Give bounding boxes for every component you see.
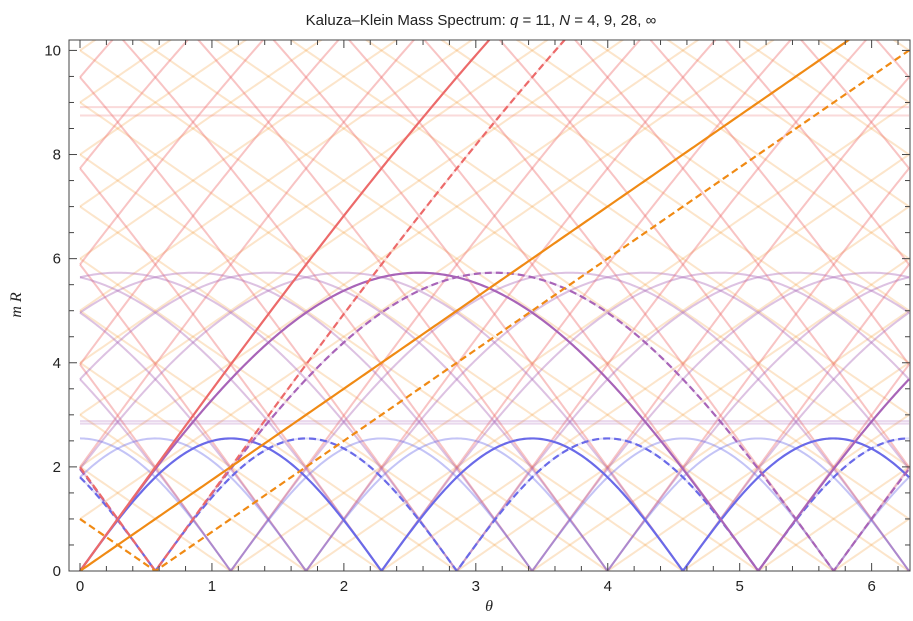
spectrum-line (79, 40, 416, 468)
spectrum-line (79, 153, 910, 571)
spectrum-line (79, 40, 625, 416)
spectrum-line (79, 40, 776, 520)
spectrum-line (79, 257, 910, 571)
spectrum-line (79, 40, 340, 366)
lowest-modes (79, 40, 910, 571)
y-axis-label: m R (8, 292, 25, 318)
spectrum-line (79, 205, 910, 571)
spectrum-line (724, 40, 910, 266)
spectrum-line (272, 40, 910, 571)
spectrum-line (79, 40, 642, 571)
spectrum-line (79, 257, 910, 571)
spectrum-line (79, 271, 910, 571)
x-tick-label: 6 (867, 578, 875, 595)
y-tick-label: 4 (53, 355, 61, 372)
plot-frame (68, 39, 911, 572)
mode-line-n28-dashed (79, 40, 567, 571)
spectrum-line (79, 40, 717, 571)
spectrum-line (197, 40, 910, 571)
spectrum-line (573, 40, 910, 468)
spectrum-line (741, 40, 910, 156)
spectrum-line (590, 40, 910, 260)
x-tick-label: 4 (604, 578, 612, 595)
x-tick-label: 2 (340, 578, 348, 595)
spectrum-line (289, 40, 910, 468)
y-tick-label: 6 (53, 251, 61, 268)
spectrum-line (79, 271, 910, 571)
spectrum-line (79, 101, 910, 571)
spectrum-line (79, 40, 399, 260)
spectrum-line (79, 40, 700, 468)
chart-title: Kaluza–Klein Mass Spectrum: q = 11, N = … (306, 12, 657, 29)
mode-line-ninf-solid (79, 40, 851, 571)
spectrum-line (724, 40, 910, 266)
background-spectrum (79, 40, 910, 571)
spectrum-line (79, 271, 910, 571)
spectrum-line (498, 40, 910, 571)
spectrum-line (649, 40, 910, 366)
y-tick-label: 8 (53, 147, 61, 164)
x-tick-label: 1 (208, 578, 216, 595)
spectrum-line (79, 40, 717, 571)
mode-line-ninf-dashed (79, 49, 910, 571)
axes: 0 1 2 3 4 5 6 0 2 4 6 8 10 (44, 39, 911, 595)
spectrum-line (79, 40, 550, 364)
spectrum-line (213, 40, 910, 520)
spectrum-line (79, 271, 910, 571)
spectrum-line (79, 40, 642, 571)
spectrum-line (498, 40, 910, 571)
spectrum-line (573, 40, 910, 468)
spectrum-line (197, 40, 910, 571)
spectrum-line (79, 40, 474, 312)
spectrum-line (79, 40, 248, 156)
spectrum-line (79, 40, 792, 571)
x-tick-label: 0 (76, 578, 84, 595)
spectrum-line (79, 40, 323, 208)
x-axis-label: θ (485, 598, 493, 615)
y-tick-label: 10 (44, 42, 61, 59)
x-tick-label: 5 (736, 578, 744, 595)
spectrum-line (79, 101, 910, 571)
mode-line-n9-solid (79, 271, 910, 571)
x-tick-label: 3 (472, 578, 480, 595)
spectrum-line (79, 49, 910, 571)
spectrum-line (364, 40, 910, 416)
spectrum-line (439, 40, 910, 364)
spectrum-line (79, 40, 265, 266)
spectrum-line (272, 40, 910, 571)
spectrum-line (79, 40, 265, 266)
y-tick-label: 2 (53, 459, 61, 476)
spectrum-line (79, 271, 910, 571)
mode-line-n28-solid (79, 40, 491, 571)
spectrum-line (79, 40, 340, 366)
spectrum-line (79, 205, 910, 571)
spectrum-line (515, 40, 910, 312)
y-tick-label: 0 (53, 563, 61, 580)
spectrum-line (79, 40, 416, 468)
spectrum-line (79, 271, 910, 571)
spectrum-line (79, 153, 910, 571)
spectrum-line (649, 40, 910, 366)
mode-line-n4-solid (79, 437, 910, 571)
spectrum-line (666, 40, 910, 208)
spectrum-line (79, 271, 910, 571)
spectrum-line (79, 40, 792, 571)
spectrum-line (79, 271, 910, 571)
